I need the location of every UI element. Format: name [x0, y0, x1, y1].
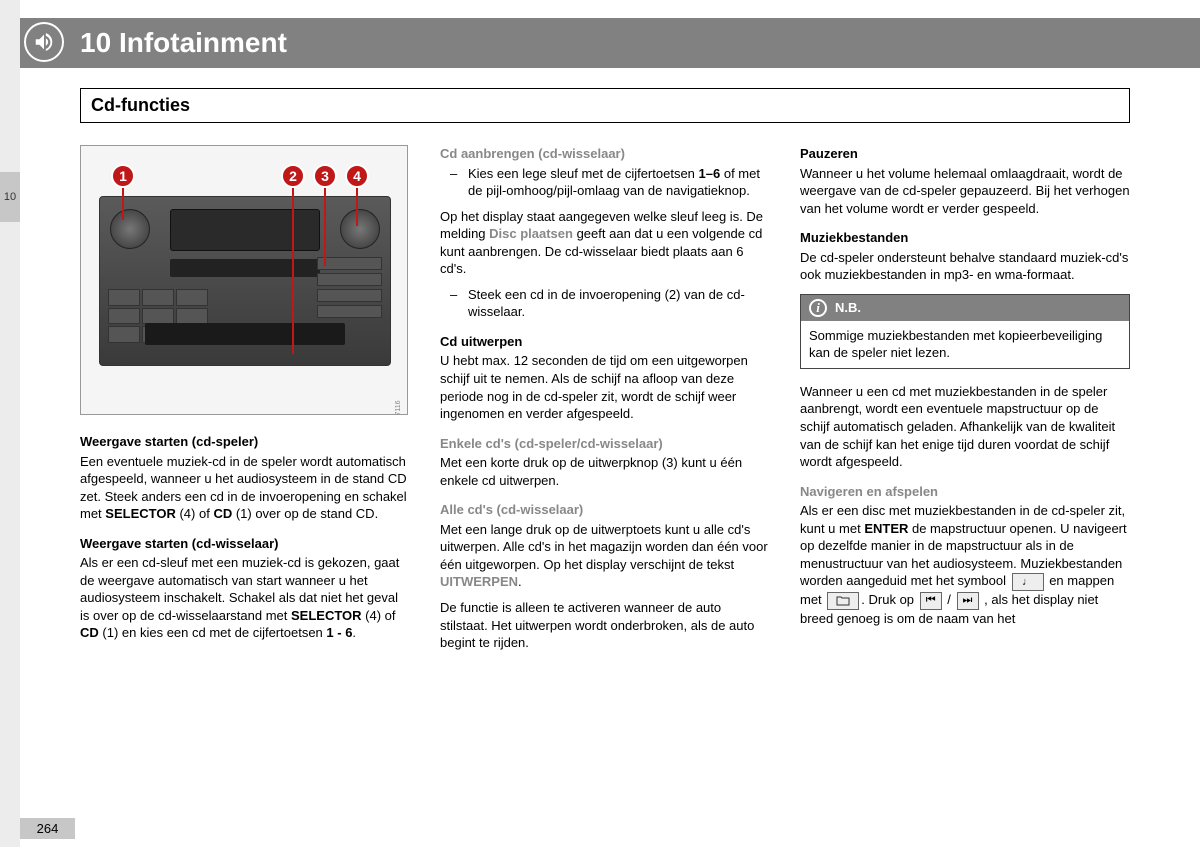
note-body: Sommige muziekbestanden met kopieerbe­ve…	[801, 321, 1129, 368]
h-alle-cds: Alle cd's (cd-wisselaar)	[440, 501, 770, 519]
callout-1: 1	[111, 164, 135, 188]
p-mapstructuur: Wanneer u een cd met muziekbestanden in …	[800, 383, 1130, 471]
p-uitwerpen: U hebt max. 12 seconden de tijd om een u…	[440, 352, 770, 422]
note-header: i N.B.	[801, 295, 1129, 321]
note-icon: ♩	[1012, 573, 1044, 591]
h-enkele-cds: Enkele cd's (cd-speler/cd-wisselaar)	[440, 435, 770, 453]
p-navigeren: Als er een disc met muziekbestanden in d…	[800, 502, 1130, 627]
h-cd-uitwerpen: Cd uitwerpen	[440, 333, 770, 351]
info-icon: i	[809, 299, 827, 317]
chapter-title: 10 Infotainment	[80, 27, 287, 59]
side-tab: 10	[0, 172, 20, 222]
h-cd-aanbrengen: Cd aanbrengen (cd-wisselaar)	[440, 145, 770, 163]
radio-unit	[99, 196, 391, 366]
prev-icon: ⏮	[920, 592, 942, 610]
callout-4: 4	[345, 164, 369, 188]
h-weergave-wisselaar: Weergave starten (cd-wisselaar)	[80, 535, 410, 553]
chapter-header: 10 Infotainment	[20, 18, 1200, 68]
p-alle-cds-2: De functie is alleen te activeren wannee…	[440, 599, 770, 652]
h-weergave-speler: Weergave starten (cd-speler)	[80, 433, 410, 451]
image-code: G027116	[394, 400, 403, 415]
callout-2: 2	[281, 164, 305, 188]
page-number: 264	[20, 818, 75, 839]
speaker-icon	[24, 22, 64, 62]
left-margin	[0, 0, 20, 847]
next-icon: ⏭	[957, 592, 979, 610]
note-title: N.B.	[835, 299, 861, 317]
column-3: Pauzeren Wanneer u het volume helemaal o…	[800, 145, 1130, 660]
section-heading: Cd-functies	[80, 88, 1130, 123]
h-muziekbestanden: Muziekbestanden	[800, 229, 1130, 247]
p-muziekbestanden: De cd-speler ondersteunt behalve standaa…	[800, 249, 1130, 284]
column-1: 1 2 3 4 G027116 Weergave starten (cd-spe…	[80, 145, 410, 660]
note-box: i N.B. Sommige muziekbestanden met kopie…	[800, 294, 1130, 369]
list-aanbrengen-2: Steek een cd in de invoeropening (2) van…	[440, 286, 770, 321]
p-pauzeren: Wanneer u het volume helemaal omlaagdraa…	[800, 165, 1130, 218]
column-2: Cd aanbrengen (cd-wisselaar) Kies een le…	[440, 145, 770, 660]
folder-icon	[827, 592, 859, 610]
callout-3: 3	[313, 164, 337, 188]
p-alle-cds: Met een lange druk op de uitwerptoets ku…	[440, 521, 770, 591]
p-weergave-wisselaar: Als er een cd-sleuf met een muziek-cd is…	[80, 554, 410, 642]
p-enkele-cds: Met een korte druk op de uitwerpknop (3)…	[440, 454, 770, 489]
list-aanbrengen-1: Kies een lege sleuf met de cijfertoetsen…	[440, 165, 770, 200]
p-display-sleuf: Op het display staat aangegeven welke sl…	[440, 208, 770, 278]
h-navigeren: Navigeren en afspelen	[800, 483, 1130, 501]
content-columns: 1 2 3 4 G027116 Weergave starten (cd-spe…	[80, 145, 1130, 660]
p-weergave-speler: Een eventuele muziek-cd in de speler wor…	[80, 453, 410, 523]
h-pauzeren: Pauzeren	[800, 145, 1130, 163]
radio-illustration: 1 2 3 4 G027116	[80, 145, 408, 415]
